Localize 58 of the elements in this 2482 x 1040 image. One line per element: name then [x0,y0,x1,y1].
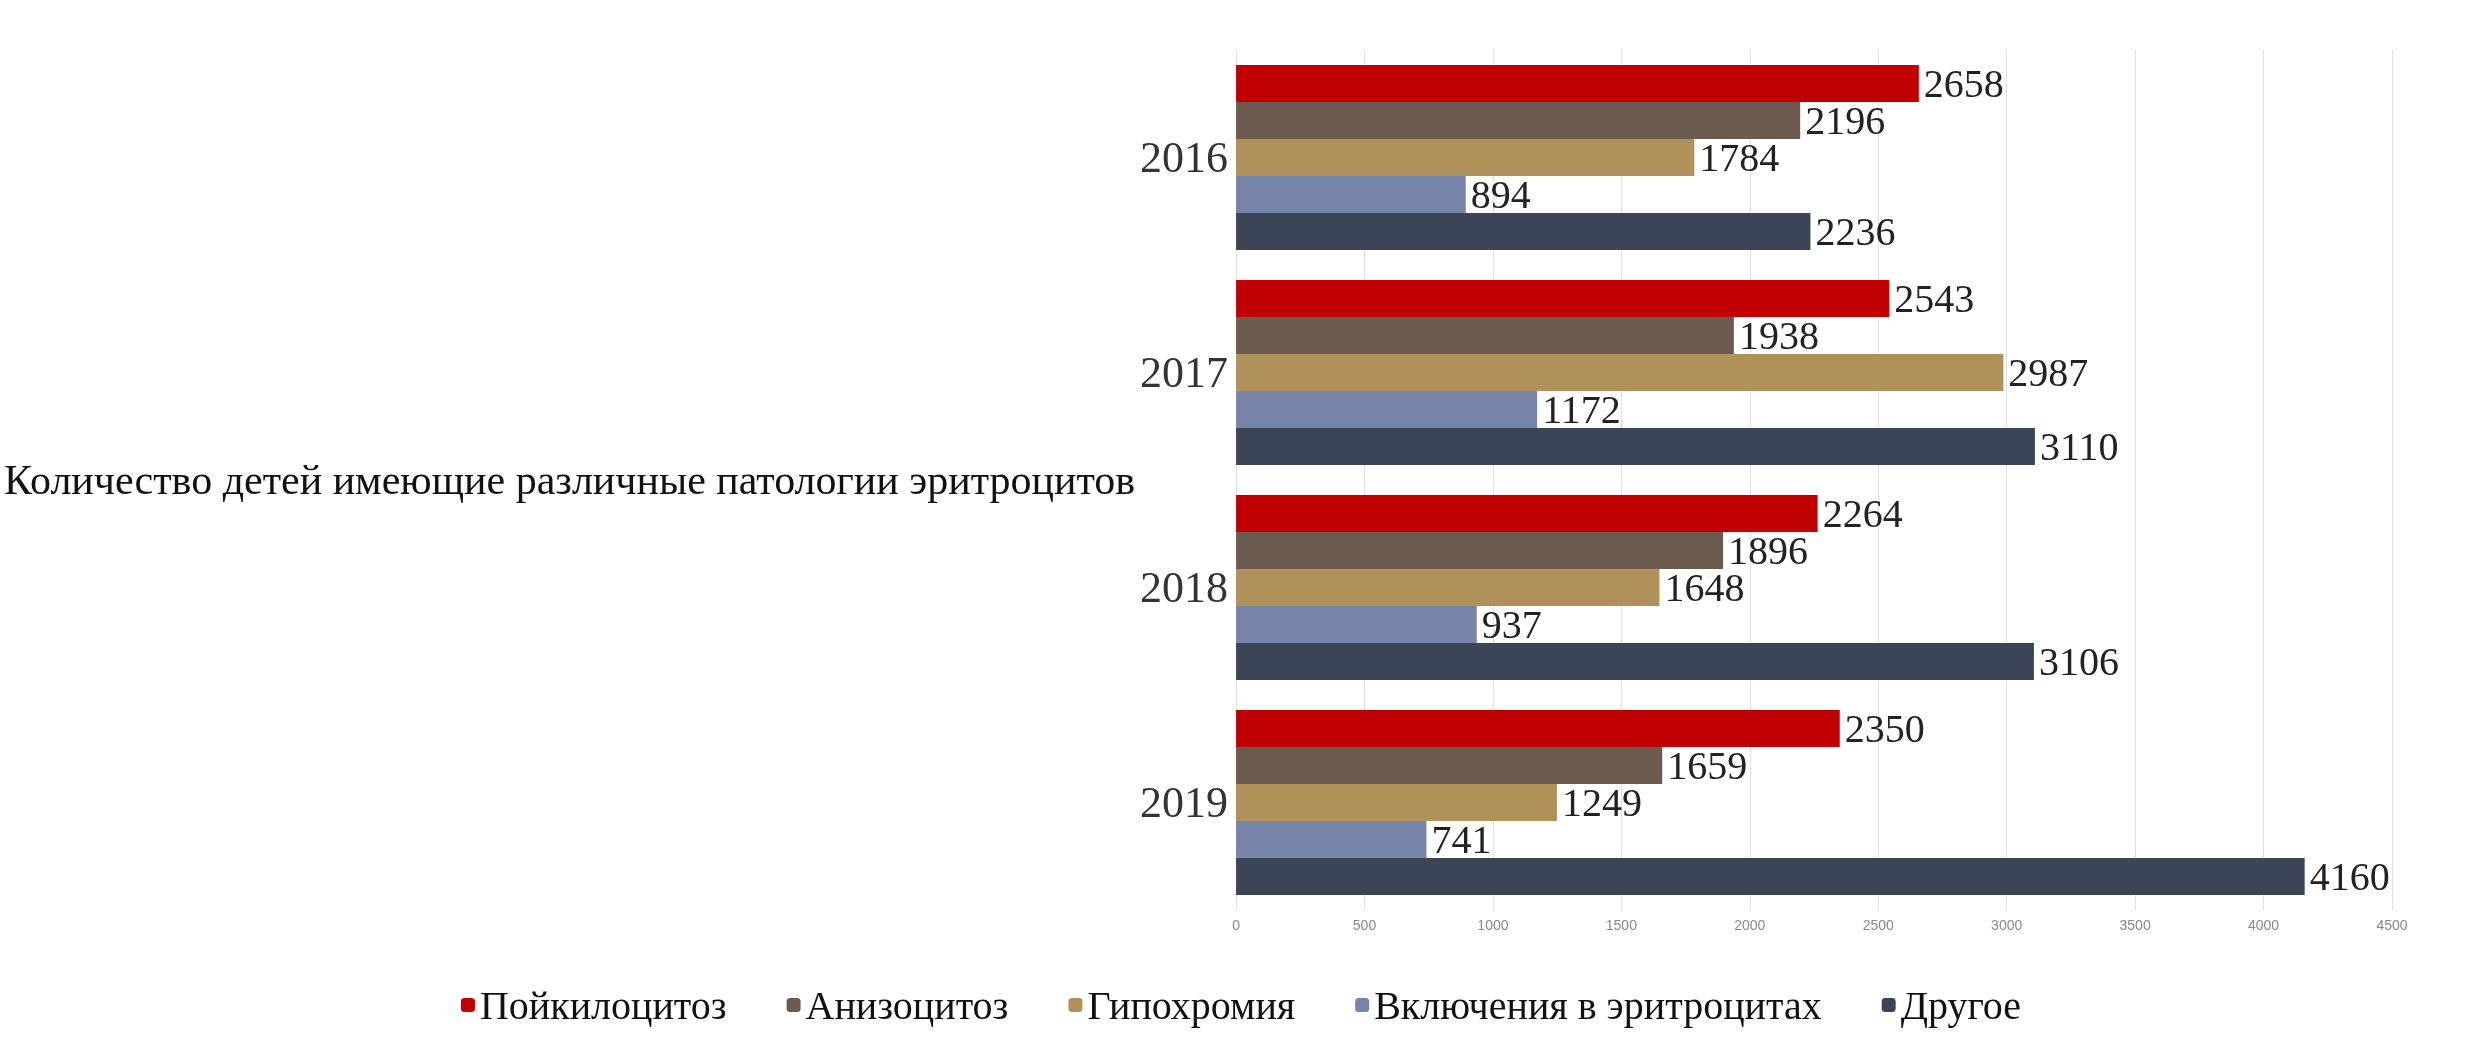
bar [1236,102,1801,140]
legend-label: Гипохромия [1087,982,1296,1028]
data-label: 2264 [1822,491,1903,537]
bar [1236,175,1466,213]
data-label: 894 [1470,171,1531,217]
data-label: 2987 [2008,350,2089,395]
data-label: 1938 [1738,313,1819,359]
data-label: 1249 [1561,780,1642,825]
bar [1236,212,1811,250]
x-tick-label: 3500 [2119,917,2151,933]
bar [1236,784,1557,821]
data-label: 1784 [1699,135,1780,180]
legend-label: Анизоцитоз [805,982,1009,1028]
data-label: 3110 [2039,423,2119,469]
bar [1236,532,1724,570]
legend-label: Включения в эритроцитах [1374,982,1822,1028]
data-label: 4160 [2309,853,2390,899]
y-tick-label: 2016 [1140,133,1229,182]
data-label: 1659 [1667,743,1748,789]
x-tick-label: 1500 [1605,917,1638,933]
data-label: 2658 [1923,61,2004,107]
x-tick-label: 1000 [1477,917,1509,933]
bar [1236,710,1840,748]
bar [1236,642,2034,680]
x-tick-label: 4500 [2376,917,2408,933]
data-label: 2196 [1805,98,1886,144]
bar [1236,605,1477,643]
y-axis-title: Количество детей имеющие различные патологии эритроцитов [4,457,1136,503]
x-tick-label: 2500 [1862,917,1895,933]
x-tick-label: 3000 [1991,917,2023,933]
data-label: 937 [1481,601,1542,647]
bar [1236,280,1890,318]
data-label: 3106 [2038,638,2119,684]
x-tick-label: 2000 [1734,917,1766,933]
bar [1236,427,2035,465]
bar [1236,495,1818,533]
x-tick-label: 500 [1352,917,1377,933]
bar [1236,857,2305,895]
data-label: 2543 [1894,276,1975,322]
bar [1236,569,1660,606]
data-label: 2350 [1844,706,1925,752]
legend-label: Другое [1900,982,2022,1028]
x-tick-label: 0 [1232,917,1241,933]
data-label: 741 [1431,816,1492,862]
bar [1236,820,1427,858]
bar [1236,139,1695,176]
y-tick-label: 2017 [1140,348,1229,397]
y-tick-label: 2018 [1140,563,1229,612]
bar [1236,65,1919,103]
bar [1236,390,1538,428]
bar [1236,317,1734,355]
data-label: 2236 [1815,208,1896,254]
bar [1236,747,1663,785]
x-tick-label: 4000 [2247,917,2280,933]
y-tick-label: 2019 [1140,778,1229,827]
legend-label: Пойкилоцитоз [479,982,727,1028]
bar [1236,354,2004,391]
data-label: 1172 [1542,386,1621,432]
